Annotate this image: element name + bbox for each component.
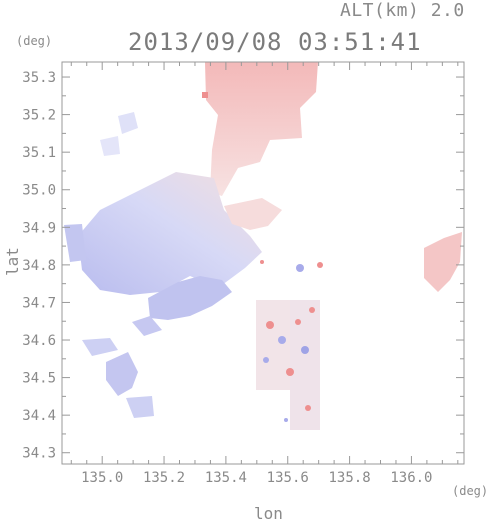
y-tick-label: 35.0	[22, 183, 56, 199]
echo-main-approaching	[78, 172, 262, 295]
echo-speckle-cluster	[256, 260, 323, 430]
echo-sw-3	[126, 396, 154, 418]
x-tick-label: 135.4	[205, 470, 247, 486]
echo-chain-2	[132, 316, 162, 336]
echo-west-approaching	[64, 224, 86, 262]
y-tick-label: 34.7	[22, 295, 56, 311]
x-tick-label: 135.0	[81, 470, 123, 486]
y-tick-label: 35.2	[22, 108, 56, 124]
x-axis-unit: (deg)	[452, 484, 489, 498]
y-tick-label: 34.5	[22, 371, 56, 387]
echo-field	[64, 62, 462, 430]
axis-ticks: 135.0 135.2 135.4 135.6 135.8 136.0 35.3 35.2 35…	[22, 62, 464, 486]
y-tick-label: 34.8	[22, 258, 56, 274]
echo-nw-cell	[118, 112, 138, 134]
echo-mid-receding	[224, 198, 282, 230]
echo-nw-cell-2	[100, 136, 120, 156]
x-axis-label: lon	[254, 504, 283, 523]
y-tick-label: 34.6	[22, 333, 56, 349]
y-tick-label: 34.3	[22, 446, 56, 462]
x-tick-label: 135.8	[329, 470, 371, 486]
y-tick-label: 35.1	[22, 145, 56, 161]
echo-north-spot	[202, 92, 208, 98]
echo-sw-1	[82, 338, 118, 356]
echo-chain-1	[148, 276, 232, 320]
echo-east-receding	[424, 232, 462, 292]
x-tick-label: 135.6	[267, 470, 309, 486]
echo-north-receding	[205, 62, 318, 196]
y-tick-label: 35.3	[22, 70, 56, 86]
echo-sw-2	[106, 352, 138, 396]
plot-frame	[61, 61, 465, 465]
timestamp-title: 2013/09/08 03:51:41	[128, 28, 422, 56]
y-axis-unit: (deg)	[16, 34, 53, 48]
y-tick-label: 34.4	[22, 408, 56, 424]
x-tick-label: 135.2	[143, 470, 185, 486]
x-tick-label: 136.0	[390, 470, 432, 486]
altitude-label: ALT(km) 2.0	[340, 0, 465, 21]
y-tick-label: 34.9	[22, 220, 56, 236]
